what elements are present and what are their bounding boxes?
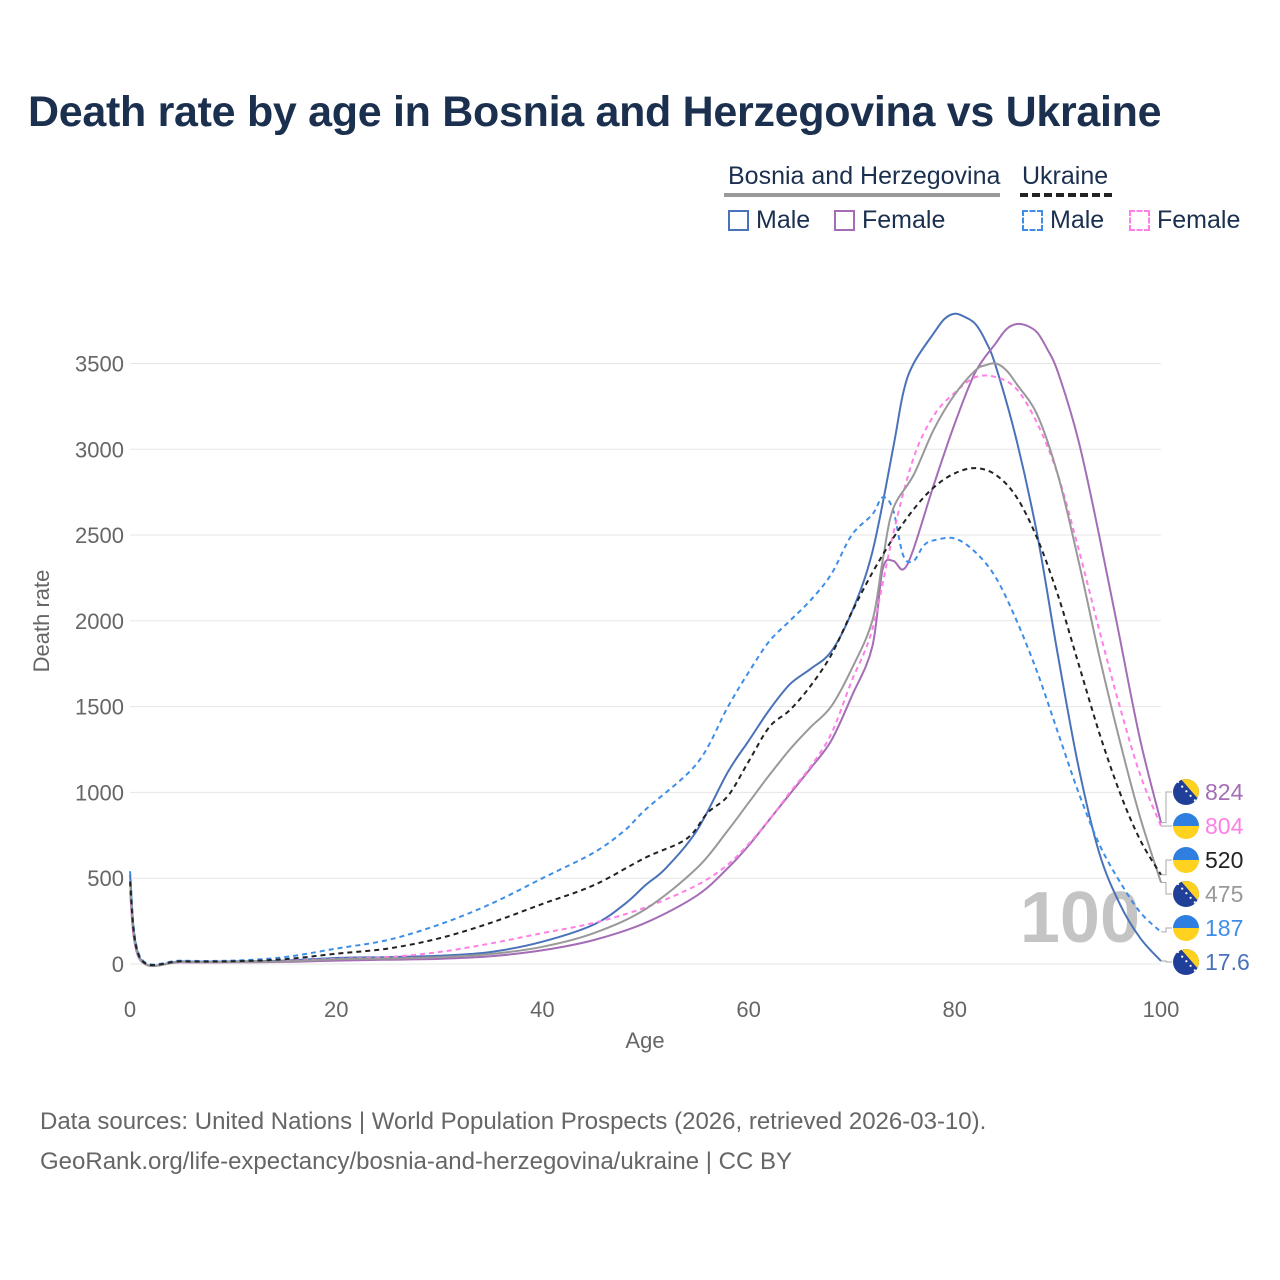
series-line-bih-male[interactable] bbox=[129, 312, 1162, 967]
bosnia-flag-icon bbox=[1173, 779, 1199, 805]
end-label-ukr-male: 187 bbox=[1205, 915, 1243, 941]
bosnia-flag-icon bbox=[1173, 881, 1199, 907]
legend-line-ukraine bbox=[1020, 193, 1112, 197]
x-tick-label: 80 bbox=[943, 997, 967, 1022]
end-connector bbox=[1161, 960, 1172, 963]
series-lines bbox=[129, 312, 1162, 968]
ukraine-flag-icon bbox=[1173, 847, 1199, 873]
end-connector bbox=[1161, 859, 1172, 876]
footer-url[interactable]: GeoRank.org/life-expectancy/bosnia-and-h… bbox=[40, 1148, 792, 1175]
legend-swatch bbox=[1022, 209, 1043, 231]
bosnia-flag-icon bbox=[1173, 949, 1199, 975]
legend-group-ukraine[interactable]: Ukraine bbox=[1022, 162, 1109, 190]
legend-item-ukr-male[interactable]: Male bbox=[1022, 206, 1104, 234]
y-tick-label: 0 bbox=[112, 952, 124, 977]
legend-item-ukr-female[interactable]: Female bbox=[1129, 206, 1240, 234]
legend-label: Male bbox=[1050, 205, 1105, 234]
x-tick-label: 40 bbox=[530, 997, 554, 1022]
ukraine-flag-icon bbox=[1173, 813, 1199, 839]
y-tick-label: 3000 bbox=[75, 437, 124, 462]
legend-label: Male bbox=[756, 205, 811, 234]
x-tick-label: 100 bbox=[1143, 997, 1180, 1022]
series-line-ukr-male[interactable] bbox=[129, 496, 1162, 966]
y-axis-title: Death rate bbox=[29, 570, 54, 673]
legend-group-bosnia[interactable]: Bosnia and Herzegovina bbox=[728, 162, 1001, 190]
chart-title: Death rate by age in Bosnia and Herzegov… bbox=[28, 88, 1162, 136]
legend-item-bih-male[interactable]: Male bbox=[728, 206, 810, 234]
end-labels: 824 804 520 475 187 17.6 bbox=[1161, 779, 1250, 975]
y-tick-label: 2000 bbox=[75, 609, 124, 634]
end-label-bih-male: 17.6 bbox=[1205, 949, 1250, 975]
legend-line-bosnia bbox=[724, 193, 1000, 197]
end-label-bih-both: 475 bbox=[1205, 881, 1243, 907]
end-label-ukr-both: 520 bbox=[1205, 847, 1243, 873]
x-tick-label: 60 bbox=[736, 997, 760, 1022]
series-line-ukr-female[interactable] bbox=[129, 374, 1162, 967]
y-tick-label: 1500 bbox=[75, 695, 124, 720]
y-tick-label: 1000 bbox=[75, 780, 124, 805]
grid bbox=[130, 362, 1161, 965]
series-line-ukr-both[interactable] bbox=[129, 467, 1162, 967]
end-connector bbox=[1161, 927, 1172, 933]
x-axis-title: Age bbox=[625, 1028, 664, 1053]
footer-source: Data sources: United Nations | World Pop… bbox=[40, 1108, 987, 1135]
end-connector bbox=[1161, 791, 1172, 824]
end-label-ukr-female: 804 bbox=[1205, 813, 1244, 839]
year-watermark: 100 bbox=[1020, 878, 1140, 958]
y-tick-label: 2500 bbox=[75, 523, 124, 548]
legend-swatch bbox=[1129, 209, 1150, 231]
axis-ticks: 0 500 1000 1500 2000 2500 3000 3500 0 20 40 60 80 100 bbox=[75, 351, 1179, 1022]
legend-label: Female bbox=[1157, 205, 1241, 234]
series-line-bih-female[interactable] bbox=[129, 322, 1162, 967]
y-tick-label: 3500 bbox=[75, 351, 124, 376]
legend-swatch bbox=[834, 209, 855, 231]
series-line-bih-both[interactable] bbox=[129, 362, 1162, 968]
end-connector bbox=[1161, 882, 1172, 895]
y-tick-label: 500 bbox=[87, 866, 124, 891]
end-label-bih-female: 824 bbox=[1205, 779, 1244, 805]
legend-swatch bbox=[728, 209, 749, 231]
ukraine-flag-icon bbox=[1173, 915, 1199, 941]
x-tick-label: 20 bbox=[324, 997, 348, 1022]
legend-item-bih-female[interactable]: Female bbox=[834, 206, 945, 234]
x-tick-label: 0 bbox=[124, 997, 136, 1022]
legend-label: Female bbox=[862, 205, 946, 234]
